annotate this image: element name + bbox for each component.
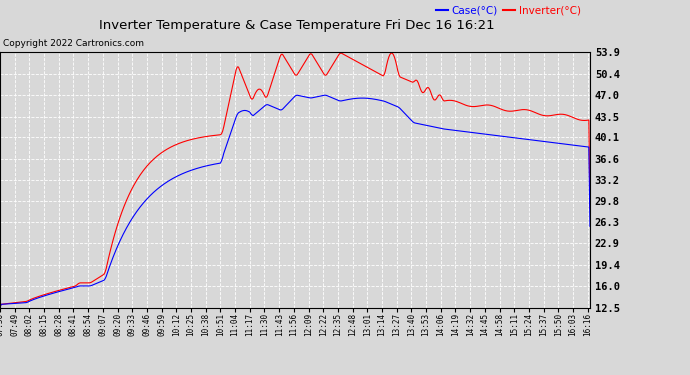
- Text: Inverter Temperature & Case Temperature Fri Dec 16 16:21: Inverter Temperature & Case Temperature …: [99, 19, 495, 32]
- Text: Copyright 2022 Cartronics.com: Copyright 2022 Cartronics.com: [3, 39, 144, 48]
- Legend: Case(°C), Inverter(°C): Case(°C), Inverter(°C): [432, 2, 584, 20]
